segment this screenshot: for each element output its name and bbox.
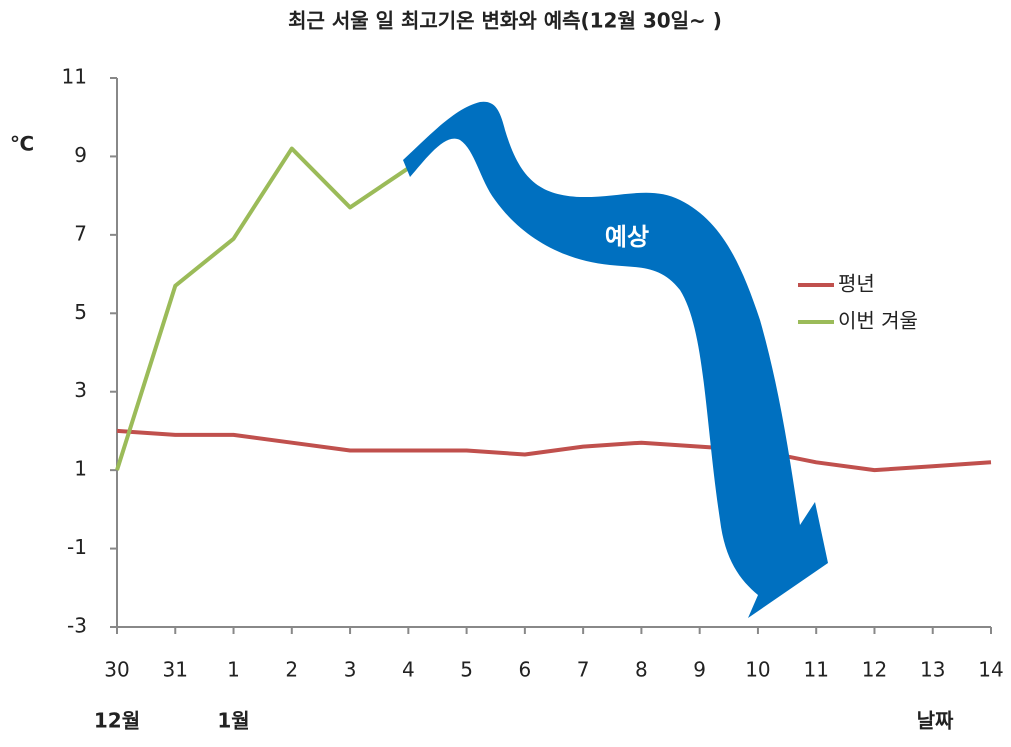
legend-label: 이번 겨울 [838, 309, 918, 333]
x-tick-label: 30 [104, 658, 129, 682]
x-tick-label: 14 [978, 658, 1003, 682]
chart-title: 최근 서울 일 최고기온 변화와 예측(12월 30일~ ) [288, 9, 722, 33]
y-tick-label: 5 [74, 300, 87, 324]
x-tick-label: 1 [227, 658, 240, 682]
legend-label: 평년 [838, 272, 875, 296]
y-tick-label: 11 [62, 65, 87, 89]
forecast-arrow [403, 102, 828, 618]
series-line [117, 431, 991, 470]
x-tick-label: 13 [920, 658, 945, 682]
x-tick-label: 2 [285, 658, 298, 682]
y-tick-label: 3 [74, 378, 87, 402]
y-tick-label: 7 [74, 221, 87, 245]
y-tick-label: 1 [74, 457, 87, 481]
y-tick-label: -1 [67, 535, 87, 559]
chart: 최근 서울 일 최고기온 변화와 예측(12월 30일~ ) ℃ 날짜 -3 -1… [0, 0, 1011, 743]
y-tick-label: -3 [67, 614, 87, 638]
x-tick-label: 8 [635, 658, 648, 682]
y-axis-label: ℃ [10, 132, 34, 156]
y-tick-label: 9 [74, 143, 87, 167]
series-line [117, 149, 408, 471]
x-tick-label: 12 [862, 658, 887, 682]
forecast-label: 예상 [605, 223, 649, 251]
x-tick-label: 10 [745, 658, 770, 682]
x-axis-label: 날짜 [917, 709, 954, 733]
month-label: 12월 [94, 709, 140, 733]
month-label: 1월 [217, 709, 249, 733]
x-tick-label: 9 [693, 658, 706, 682]
x-tick-label: 6 [518, 658, 531, 682]
x-tick-label: 5 [460, 658, 473, 682]
x-tick-label: 3 [344, 658, 357, 682]
x-tick-label: 7 [577, 658, 590, 682]
x-tick-label: 11 [803, 658, 828, 682]
x-tick-label: 4 [402, 658, 415, 682]
x-tick-label: 31 [163, 658, 188, 682]
